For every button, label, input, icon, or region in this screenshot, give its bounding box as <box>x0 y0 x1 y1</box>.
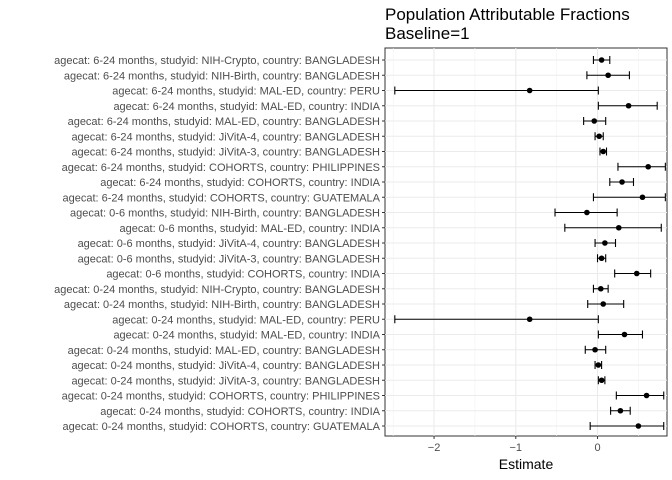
estimate-row <box>584 345 607 354</box>
estimate-row <box>596 254 607 263</box>
data-marks <box>394 56 666 430</box>
estimate-point <box>645 163 651 170</box>
y-tick-label: agecat: 0-24 months, studyid: COHORTS, c… <box>63 421 381 433</box>
y-tick-label: agecat: 0-6 months, studyid: NIH-Birth, … <box>70 208 380 220</box>
estimate-row <box>597 101 658 110</box>
y-tick-label: agecat: 6-24 months, studyid: MAL-ED, co… <box>113 101 380 113</box>
estimate-point <box>595 362 602 368</box>
estimate-point <box>600 301 607 307</box>
y-tick-label: agecat: 0-24 months, studyid: NIH-Crypto… <box>54 284 380 296</box>
estimate-point <box>602 240 608 246</box>
estimate-row <box>564 223 662 232</box>
plot-panel <box>384 47 668 437</box>
estimate-point <box>615 224 622 231</box>
estimate-row <box>599 147 608 156</box>
estimate-point <box>526 316 533 323</box>
estimate-row <box>594 239 617 247</box>
y-tick-label: agecat: 6-24 months, studyid: COHORTS, c… <box>63 192 381 204</box>
grid-lines <box>385 48 667 436</box>
y-tick-label: agecat: 0-24 months, studyid: JiVitA-3, … <box>71 375 380 387</box>
estimate-point <box>605 72 611 79</box>
y-tick-label: agecat: 0-24 months, studyid: MAL-ED, co… <box>68 345 380 357</box>
estimate-point <box>643 392 650 399</box>
x-axis-title: Estimate <box>499 456 554 472</box>
estimate-row <box>594 132 604 141</box>
x-tick-label: −1 <box>510 442 523 454</box>
chart-title: Population Attributable Fractions Baseli… <box>385 5 630 43</box>
estimate-point <box>592 346 598 353</box>
y-axis-labels: agecat: 6-24 months, studyid: NIH-Crypto… <box>54 55 381 433</box>
y-tick-label: agecat: 6-24 months, studyid: COHORTS, c… <box>100 177 380 189</box>
y-tick-label: agecat: 0-6 months, studyid: MAL-ED, cou… <box>120 223 381 235</box>
estimate-point <box>596 133 602 140</box>
estimate-row <box>583 117 607 125</box>
estimate-point <box>625 102 632 109</box>
estimate-point <box>621 331 628 338</box>
y-tick-label: agecat: 6-24 months, studyid: JiVitA-4, … <box>71 131 380 143</box>
estimate-row <box>586 71 630 80</box>
y-tick-label: agecat: 0-6 months, studyid: COHORTS, co… <box>106 269 380 281</box>
chart-subtitle: Baseline=1 <box>385 24 470 43</box>
estimate-point <box>619 179 625 185</box>
estimate-point <box>598 255 605 262</box>
x-tick-label: −2 <box>428 442 441 454</box>
estimate-point <box>591 118 598 124</box>
estimate-row <box>592 56 611 64</box>
y-tick-label: agecat: 0-24 months, studyid: JiVitA-4, … <box>71 360 380 372</box>
y-axis-ticks <box>382 59 385 427</box>
estimate-point <box>597 285 604 292</box>
chart-title-line1: Population Attributable Fractions <box>385 5 630 24</box>
y-tick-label: agecat: 0-24 months, studyid: MAL-ED, co… <box>112 314 380 326</box>
estimate-row <box>594 361 603 369</box>
estimate-row <box>394 86 599 95</box>
estimate-point <box>633 270 640 277</box>
estimate-point <box>584 209 590 216</box>
y-tick-label: agecat: 0-6 months, studyid: JiVitA-4, c… <box>78 238 380 250</box>
estimate-point <box>600 148 607 155</box>
estimate-row <box>554 208 618 217</box>
estimate-row <box>609 178 635 186</box>
x-axis: −2 −1 0 <box>428 436 601 454</box>
y-tick-label: agecat: 6-24 months, studyid: NIH-Crypto… <box>54 55 380 67</box>
estimate-row <box>589 422 665 430</box>
estimate-point <box>526 87 533 94</box>
y-tick-label: agecat: 6-24 months, studyid: JiVitA-3, … <box>71 147 380 159</box>
estimate-row <box>615 391 665 400</box>
y-tick-label: agecat: 0-24 months, studyid: MAL-ED, co… <box>113 330 380 342</box>
y-tick-label: agecat: 6-24 months, studyid: MAL-ED, co… <box>68 116 380 128</box>
y-tick-label: agecat: 6-24 months, studyid: MAL-ED, co… <box>112 86 380 98</box>
estimate-point <box>598 57 605 63</box>
x-tick-label: 0 <box>594 442 600 454</box>
estimate-row <box>394 315 599 324</box>
y-tick-label: agecat: 0-6 months, studyid: JiVitA-3, c… <box>78 253 380 265</box>
estimate-point <box>635 423 642 429</box>
estimate-row <box>592 193 666 202</box>
y-tick-label: agecat: 6-24 months, studyid: NIH-Birth,… <box>64 70 380 82</box>
estimate-row <box>617 162 666 171</box>
estimate-row <box>614 269 652 278</box>
estimate-point <box>598 377 605 384</box>
y-tick-label: agecat: 0-24 months, studyid: NIH-Birth,… <box>64 299 380 311</box>
y-tick-label: agecat: 0-24 months, studyid: COHORTS, c… <box>62 391 380 403</box>
y-tick-label: agecat: 0-24 months, studyid: COHORTS, c… <box>100 406 380 418</box>
estimate-row <box>597 376 606 385</box>
estimate-point <box>639 194 646 201</box>
estimate-row <box>610 406 631 415</box>
estimate-point <box>617 407 624 414</box>
y-tick-label: agecat: 6-24 months, studyid: COHORTS, c… <box>62 162 380 174</box>
estimate-row <box>597 330 644 339</box>
estimate-row <box>587 300 625 308</box>
estimate-row <box>592 284 609 293</box>
